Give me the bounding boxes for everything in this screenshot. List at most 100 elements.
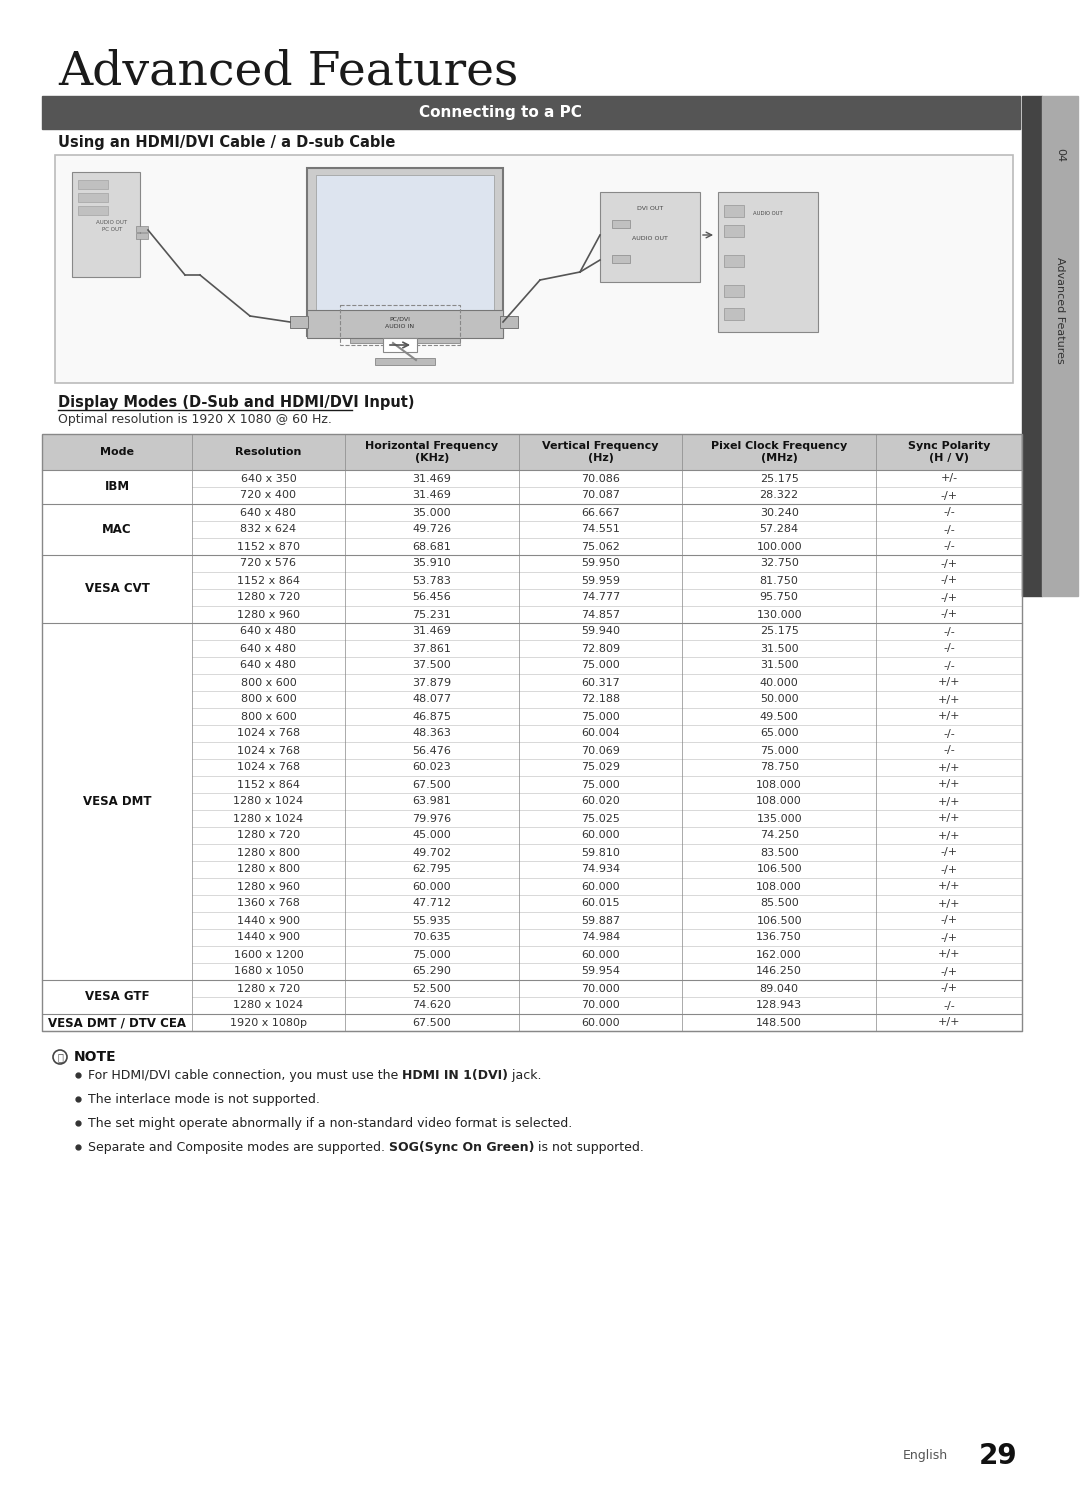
Bar xyxy=(42,775,1022,793)
Text: 32.750: 32.750 xyxy=(759,559,798,569)
Text: -/-: -/- xyxy=(943,729,955,738)
Text: 128.943: 128.943 xyxy=(756,1001,802,1010)
Bar xyxy=(500,317,518,329)
Text: 1280 x 720: 1280 x 720 xyxy=(237,983,300,994)
Text: 59.954: 59.954 xyxy=(581,967,620,977)
Bar xyxy=(42,895,1022,911)
Text: 55.935: 55.935 xyxy=(413,916,451,925)
Bar xyxy=(42,878,1022,895)
Text: 1280 x 960: 1280 x 960 xyxy=(237,610,300,620)
Text: 70.087: 70.087 xyxy=(581,490,620,500)
Text: 89.040: 89.040 xyxy=(759,983,799,994)
Text: 75.062: 75.062 xyxy=(581,541,620,551)
Text: +/+: +/+ xyxy=(937,1017,960,1028)
Text: 40.000: 40.000 xyxy=(760,677,798,687)
Text: 59.810: 59.810 xyxy=(581,847,620,858)
Text: 67.500: 67.500 xyxy=(413,780,451,789)
Bar xyxy=(42,96,1020,128)
Bar xyxy=(316,175,494,309)
Text: +/+: +/+ xyxy=(937,762,960,772)
Text: 49.702: 49.702 xyxy=(413,847,451,858)
Text: +/+: +/+ xyxy=(937,814,960,823)
Text: 1280 x 1024: 1280 x 1024 xyxy=(233,796,303,807)
Text: 53.783: 53.783 xyxy=(413,575,451,586)
Text: 83.500: 83.500 xyxy=(760,847,798,858)
Bar xyxy=(724,226,744,238)
Text: 720 x 576: 720 x 576 xyxy=(241,559,297,569)
Text: AUDIO OUT: AUDIO OUT xyxy=(96,220,127,226)
Text: 1360 x 768: 1360 x 768 xyxy=(237,898,300,908)
Bar xyxy=(42,980,192,1014)
Text: PC/DVI: PC/DVI xyxy=(390,317,410,321)
Text: 59.887: 59.887 xyxy=(581,916,620,925)
Text: +/-: +/- xyxy=(941,474,958,484)
Text: 57.284: 57.284 xyxy=(759,524,799,535)
Bar xyxy=(42,844,1022,861)
Text: Sync Polarity
(H / V): Sync Polarity (H / V) xyxy=(908,441,990,463)
Bar xyxy=(42,503,1022,521)
Text: +/+: +/+ xyxy=(937,831,960,841)
Text: 1600 x 1200: 1600 x 1200 xyxy=(233,950,303,959)
Text: jack.: jack. xyxy=(509,1068,542,1082)
Text: 63.981: 63.981 xyxy=(413,796,451,807)
Text: VESA DMT: VESA DMT xyxy=(83,795,151,808)
Text: 1280 x 720: 1280 x 720 xyxy=(237,593,300,602)
Text: +/+: +/+ xyxy=(937,796,960,807)
Text: English: English xyxy=(903,1449,948,1463)
Bar xyxy=(42,946,1022,964)
Bar xyxy=(42,911,1022,929)
Text: 1680 x 1050: 1680 x 1050 xyxy=(233,967,303,977)
Text: 60.020: 60.020 xyxy=(581,796,620,807)
Bar xyxy=(42,1014,1022,1031)
Text: NOTE: NOTE xyxy=(75,1050,117,1064)
Text: 136.750: 136.750 xyxy=(756,932,802,943)
Text: 640 x 480: 640 x 480 xyxy=(241,508,297,517)
Text: PC OUT: PC OUT xyxy=(102,227,122,232)
Text: MAC: MAC xyxy=(103,523,132,536)
Text: 148.500: 148.500 xyxy=(756,1017,802,1028)
Bar xyxy=(78,179,108,190)
Text: 35.910: 35.910 xyxy=(413,559,451,569)
Text: 04: 04 xyxy=(1055,148,1065,161)
Text: 60.023: 60.023 xyxy=(413,762,451,772)
Text: 31.500: 31.500 xyxy=(760,644,798,653)
Bar xyxy=(42,433,192,471)
Text: 75.000: 75.000 xyxy=(581,780,620,789)
Text: 59.950: 59.950 xyxy=(581,559,620,569)
Text: 72.188: 72.188 xyxy=(581,695,620,705)
Bar xyxy=(42,623,192,980)
Text: 74.777: 74.777 xyxy=(581,593,620,602)
Text: 75.231: 75.231 xyxy=(413,610,451,620)
Text: 70.635: 70.635 xyxy=(413,932,451,943)
Text: 130.000: 130.000 xyxy=(756,610,802,620)
Text: 1280 x 800: 1280 x 800 xyxy=(237,865,300,874)
Bar xyxy=(345,433,518,471)
Bar xyxy=(42,674,1022,692)
Text: -/+: -/+ xyxy=(941,610,958,620)
Text: 640 x 480: 640 x 480 xyxy=(241,626,297,636)
Bar xyxy=(42,554,192,623)
Text: 60.015: 60.015 xyxy=(581,898,620,908)
Text: 74.934: 74.934 xyxy=(581,865,620,874)
Bar xyxy=(42,471,1022,487)
Text: -/-: -/- xyxy=(943,746,955,756)
Text: 640 x 480: 640 x 480 xyxy=(241,644,297,653)
Text: 60.000: 60.000 xyxy=(581,1017,620,1028)
Text: 50.000: 50.000 xyxy=(760,695,798,705)
Bar xyxy=(718,193,818,332)
Text: 62.795: 62.795 xyxy=(413,865,451,874)
Text: -/+: -/+ xyxy=(941,847,958,858)
Bar xyxy=(42,964,1022,980)
Text: 59.959: 59.959 xyxy=(581,575,620,586)
Text: 70.000: 70.000 xyxy=(581,1001,620,1010)
Text: 37.861: 37.861 xyxy=(413,644,451,653)
Text: 60.317: 60.317 xyxy=(581,677,620,687)
Text: 640 x 350: 640 x 350 xyxy=(241,474,296,484)
Text: 720 x 400: 720 x 400 xyxy=(241,490,297,500)
Text: 800 x 600: 800 x 600 xyxy=(241,711,296,722)
Text: IBM: IBM xyxy=(105,481,130,493)
Text: 60.000: 60.000 xyxy=(581,881,620,892)
Text: 74.250: 74.250 xyxy=(759,831,799,841)
Text: For HDMI/DVI cable connection, you must use the: For HDMI/DVI cable connection, you must … xyxy=(87,1068,402,1082)
Text: 75.029: 75.029 xyxy=(581,762,620,772)
